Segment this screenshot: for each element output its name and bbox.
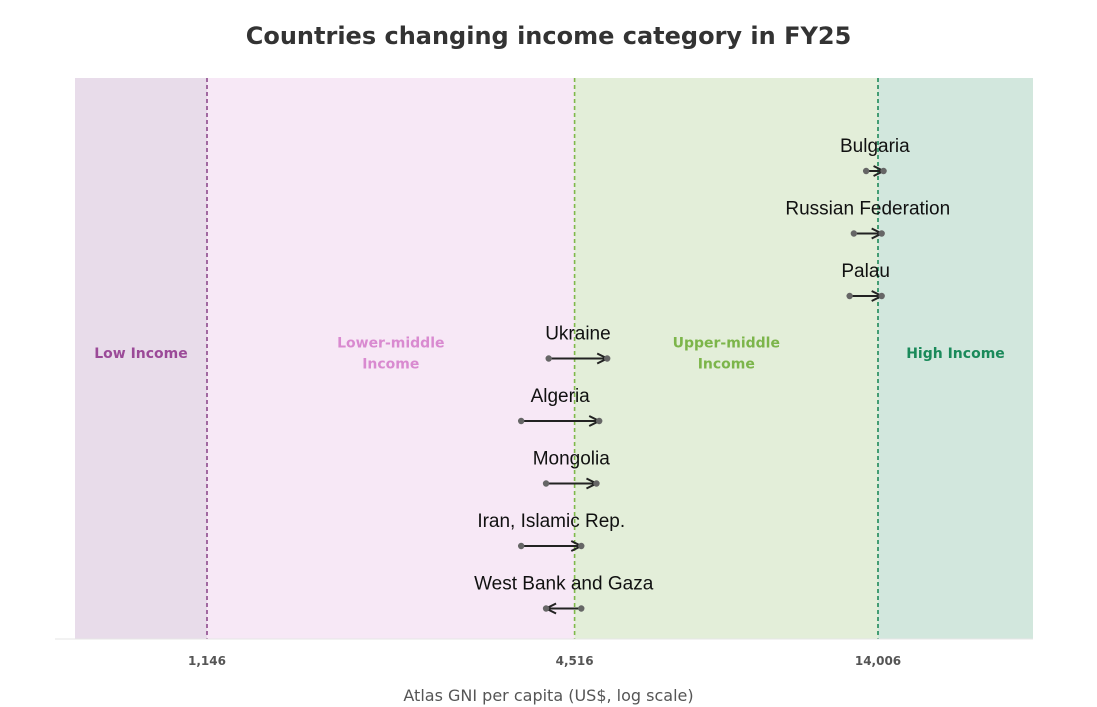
x-tick-label: 1,146 [188,654,226,668]
country-group: Bulgaria [840,136,910,174]
from-point [517,417,525,425]
country-label: Palau [841,261,890,282]
country-label: Algeria [531,386,591,407]
country-group: Palau [841,261,890,299]
to-point [595,417,603,425]
to-point [878,292,885,300]
to-point [603,355,611,362]
x-tick-label: 14,006 [855,654,901,668]
band-lower-middle-income [207,78,575,639]
from-point [846,292,853,300]
country-group: Ukraine [545,324,611,362]
from-point [545,355,552,362]
band-label: Income [362,357,419,373]
income-bands [75,78,1033,639]
country-group: Algeria [517,386,603,425]
country-group: West Bank and Gaza [474,574,654,612]
band-upper-middle-income [574,78,878,639]
from-point [517,542,525,550]
country-label: Iran, Islamic Rep. [477,511,625,532]
to-point [593,480,600,487]
from-point [862,167,870,175]
country-label: Bulgaria [840,136,910,157]
country-label: West Bank and Gaza [474,574,654,595]
x-tick-label: 4,516 [556,654,594,668]
to-point [878,230,885,237]
band-low-income [75,78,207,639]
band-label: Upper-middle [673,336,780,352]
country-group: Iran, Islamic Rep. [477,511,625,549]
from-point [850,230,858,237]
band-labels: Low Income Lower-middle Income Upper-middle… [94,336,1005,373]
to-point [880,167,887,175]
chart-title: Countries changing income category in FY… [245,22,852,50]
x-axis-ticks: 1,146 4,516 14,006 [188,654,901,668]
band-label: High Income [906,346,1005,362]
from-point [542,480,550,487]
band-label: Low Income [94,346,188,362]
x-axis-label: Atlas GNI per capita (US$, log scale) [403,686,694,705]
country-label: Russian Federation [785,199,950,220]
band-label: Income [698,357,755,373]
to-point [542,605,550,612]
country-group: Russian Federation [785,199,950,237]
from-point [578,605,585,612]
country-group: Mongolia [533,449,611,487]
band-high-income [878,78,1033,639]
country-arrows: Bulgaria Russian Federation Palau Ukraine Al… [474,136,950,612]
to-point [578,542,585,550]
band-label: Lower-middle [337,336,444,352]
country-label: Mongolia [533,449,611,470]
country-label: Ukraine [545,324,610,345]
